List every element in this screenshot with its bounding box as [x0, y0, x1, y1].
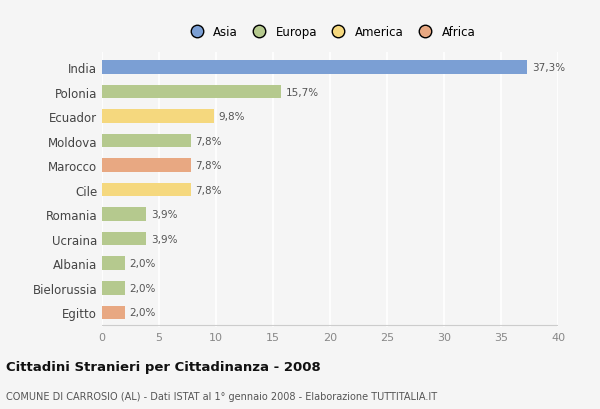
- Text: 2,0%: 2,0%: [130, 258, 156, 269]
- Bar: [102, 281, 125, 295]
- Text: Cittadini Stranieri per Cittadinanza - 2008: Cittadini Stranieri per Cittadinanza - 2…: [6, 360, 321, 373]
- Bar: [102, 159, 191, 173]
- Legend: Asia, Europa, America, Africa: Asia, Europa, America, Africa: [182, 23, 478, 41]
- Text: 37,3%: 37,3%: [532, 63, 565, 73]
- Bar: [102, 306, 125, 319]
- Text: 3,9%: 3,9%: [151, 210, 178, 220]
- Bar: [102, 85, 281, 99]
- Text: 7,8%: 7,8%: [196, 161, 222, 171]
- Bar: [102, 184, 191, 197]
- Bar: [102, 61, 527, 74]
- Text: 9,8%: 9,8%: [218, 112, 245, 122]
- Text: COMUNE DI CARROSIO (AL) - Dati ISTAT al 1° gennaio 2008 - Elaborazione TUTTITALI: COMUNE DI CARROSIO (AL) - Dati ISTAT al …: [6, 391, 437, 401]
- Bar: [102, 257, 125, 270]
- Text: 3,9%: 3,9%: [151, 234, 178, 244]
- Text: 2,0%: 2,0%: [130, 283, 156, 293]
- Text: 7,8%: 7,8%: [196, 136, 222, 146]
- Text: 15,7%: 15,7%: [286, 88, 319, 97]
- Bar: [102, 208, 146, 221]
- Bar: [102, 232, 146, 246]
- Bar: [102, 110, 214, 124]
- Bar: [102, 135, 191, 148]
- Text: 7,8%: 7,8%: [196, 185, 222, 195]
- Text: 2,0%: 2,0%: [130, 308, 156, 317]
